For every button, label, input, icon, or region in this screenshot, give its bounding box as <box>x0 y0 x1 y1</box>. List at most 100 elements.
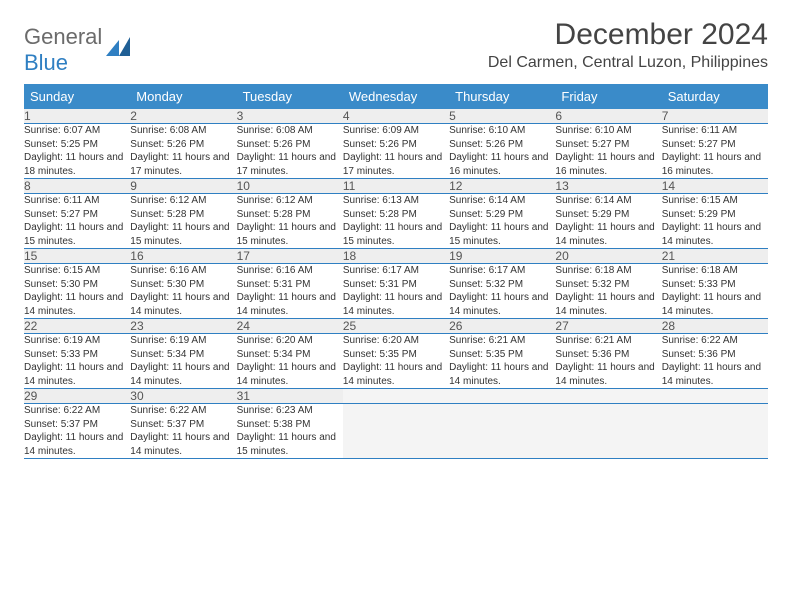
day-number: 27 <box>555 319 661 334</box>
day-cell: Sunrise: 6:16 AMSunset: 5:30 PMDaylight:… <box>130 264 236 319</box>
daylight-line: Daylight: 11 hours and 14 minutes. <box>555 362 654 387</box>
day-number: 4 <box>343 109 449 124</box>
daylight-line: Daylight: 11 hours and 15 minutes. <box>130 222 229 247</box>
header: General Blue December 2024 Del Carmen, C… <box>24 18 768 76</box>
day-cell: Sunrise: 6:12 AMSunset: 5:28 PMDaylight:… <box>237 194 343 249</box>
daylight-line: Daylight: 11 hours and 14 minutes. <box>555 222 654 247</box>
sunset-line: Sunset: 5:35 PM <box>343 349 417 360</box>
daylight-line: Daylight: 11 hours and 14 minutes. <box>130 432 229 457</box>
sunset-line: Sunset: 5:29 PM <box>555 209 629 220</box>
month-title: December 2024 <box>488 18 768 52</box>
daylight-line: Daylight: 11 hours and 14 minutes. <box>24 362 123 387</box>
daylight-line: Daylight: 11 hours and 14 minutes. <box>24 432 123 457</box>
daylight-line: Daylight: 11 hours and 17 minutes. <box>343 152 442 177</box>
day-cell: Sunrise: 6:17 AMSunset: 5:31 PMDaylight:… <box>343 264 449 319</box>
sunset-line: Sunset: 5:26 PM <box>343 139 417 150</box>
day-cell: Sunrise: 6:22 AMSunset: 5:37 PMDaylight:… <box>24 404 130 459</box>
sunrise-line: Sunrise: 6:07 AM <box>24 125 100 136</box>
daylight-line: Daylight: 11 hours and 14 minutes. <box>343 362 442 387</box>
daylight-line: Daylight: 11 hours and 14 minutes. <box>343 292 442 317</box>
day-number <box>555 389 661 404</box>
sunrise-line: Sunrise: 6:15 AM <box>24 265 100 276</box>
sunrise-line: Sunrise: 6:17 AM <box>343 265 419 276</box>
sunrise-line: Sunrise: 6:15 AM <box>662 195 738 206</box>
sunset-line: Sunset: 5:32 PM <box>449 279 523 290</box>
sunrise-line: Sunrise: 6:10 AM <box>555 125 631 136</box>
weekday-header: Wednesday <box>343 84 449 109</box>
sunset-line: Sunset: 5:36 PM <box>555 349 629 360</box>
sunset-line: Sunset: 5:28 PM <box>130 209 204 220</box>
day-number <box>343 389 449 404</box>
day-number: 23 <box>130 319 236 334</box>
day-cell: Sunrise: 6:21 AMSunset: 5:35 PMDaylight:… <box>449 334 555 389</box>
daylight-line: Daylight: 11 hours and 15 minutes. <box>449 222 548 247</box>
day-number: 11 <box>343 179 449 194</box>
day-cell: Sunrise: 6:11 AMSunset: 5:27 PMDaylight:… <box>24 194 130 249</box>
logo: General Blue <box>24 24 132 76</box>
daylight-line: Daylight: 11 hours and 14 minutes. <box>449 362 548 387</box>
sunset-line: Sunset: 5:32 PM <box>555 279 629 290</box>
daylight-line: Daylight: 11 hours and 14 minutes. <box>662 222 761 247</box>
day-cell: Sunrise: 6:18 AMSunset: 5:33 PMDaylight:… <box>662 264 768 319</box>
sunrise-line: Sunrise: 6:10 AM <box>449 125 525 136</box>
day-cell: Sunrise: 6:14 AMSunset: 5:29 PMDaylight:… <box>449 194 555 249</box>
sunset-line: Sunset: 5:37 PM <box>130 419 204 430</box>
sunrise-line: Sunrise: 6:20 AM <box>237 335 313 346</box>
day-cell: Sunrise: 6:19 AMSunset: 5:33 PMDaylight:… <box>24 334 130 389</box>
day-cell: Sunrise: 6:10 AMSunset: 5:26 PMDaylight:… <box>449 124 555 179</box>
day-number-row: 22232425262728 <box>24 319 768 334</box>
weekday-header: Friday <box>555 84 661 109</box>
day-cell: Sunrise: 6:15 AMSunset: 5:29 PMDaylight:… <box>662 194 768 249</box>
day-content-row: Sunrise: 6:15 AMSunset: 5:30 PMDaylight:… <box>24 264 768 319</box>
sunset-line: Sunset: 5:34 PM <box>237 349 311 360</box>
day-number: 15 <box>24 249 130 264</box>
daylight-line: Daylight: 11 hours and 15 minutes. <box>343 222 442 247</box>
daylight-line: Daylight: 11 hours and 14 minutes. <box>130 362 229 387</box>
day-cell <box>449 404 555 459</box>
day-number-row: 293031 <box>24 389 768 404</box>
sunset-line: Sunset: 5:27 PM <box>555 139 629 150</box>
day-cell: Sunrise: 6:20 AM Sunset: 5:35 PM Daylight:… <box>343 334 449 389</box>
sunrise-line: Sunrise: 6:20 AM <box>343 335 419 346</box>
logo-general: General <box>24 24 102 49</box>
calendar-table: Sunday Monday Tuesday Wednesday Thursday… <box>24 84 768 459</box>
daylight-line: Daylight: 11 hours and 16 minutes. <box>449 152 548 177</box>
day-number: 6 <box>555 109 661 124</box>
sunset-line: Sunset: 5:36 PM <box>662 349 736 360</box>
sunrise-line: Sunrise: 6:18 AM <box>662 265 738 276</box>
daylight-line: Daylight: 11 hours and 18 minutes. <box>24 152 123 177</box>
sunrise-line: Sunrise: 6:22 AM <box>130 405 206 416</box>
day-cell: Sunrise: 6:16 AMSunset: 5:31 PMDaylight:… <box>237 264 343 319</box>
sunset-line: Sunset: 5:25 PM <box>24 139 98 150</box>
day-number-row: 891011121314 <box>24 179 768 194</box>
sunset-line: Sunset: 5:34 PM <box>130 349 204 360</box>
sunrise-line: Sunrise: 6:17 AM <box>449 265 525 276</box>
day-number: 8 <box>24 179 130 194</box>
sunset-line: Sunset: 5:27 PM <box>24 209 98 220</box>
day-content-row: Sunrise: 6:19 AMSunset: 5:33 PMDaylight:… <box>24 334 768 389</box>
sunrise-line: Sunrise: 6:12 AM <box>237 195 313 206</box>
sunset-line: Sunset: 5:29 PM <box>449 209 523 220</box>
day-number: 2 <box>130 109 236 124</box>
day-cell: Sunrise: 6:22 AM Sunset: 5:37 PM Daylight:… <box>130 404 236 459</box>
day-cell: Sunrise: 6:15 AMSunset: 5:30 PMDaylight:… <box>24 264 130 319</box>
daylight-line: Daylight: 11 hours and 15 minutes. <box>24 222 123 247</box>
sunrise-line: Sunrise: 6:23 AM <box>237 405 313 416</box>
sunrise-line: Sunrise: 6:11 AM <box>662 125 737 136</box>
sunset-line: Sunset: 5:28 PM <box>343 209 417 220</box>
daylight-line: Daylight: 11 hours and 14 minutes. <box>130 292 229 317</box>
daylight-line: Daylight: 11 hours and 14 minutes. <box>449 292 548 317</box>
day-cell: Sunrise: 6:21 AM Sunset: 5:36 PM Daylight:… <box>555 334 661 389</box>
day-cell <box>662 404 768 459</box>
day-number: 20 <box>555 249 661 264</box>
sunrise-line: Sunrise: 6:21 AM <box>555 335 631 346</box>
daylight-line: Daylight: 11 hours and 17 minutes. <box>237 152 336 177</box>
day-number: 26 <box>449 319 555 334</box>
sunrise-line: Sunrise: 6:22 AM <box>662 335 738 346</box>
sunrise-line: Sunrise: 6:19 AM <box>24 335 100 346</box>
day-cell: Sunrise: 6:18 AMSunset: 5:32 PMDaylight:… <box>555 264 661 319</box>
daylight-line: Daylight: 11 hours and 14 minutes. <box>24 292 123 317</box>
day-number: 21 <box>662 249 768 264</box>
sunrise-line: Sunrise: 6:09 AM <box>343 125 419 136</box>
sunset-line: Sunset: 5:37 PM <box>24 419 98 430</box>
